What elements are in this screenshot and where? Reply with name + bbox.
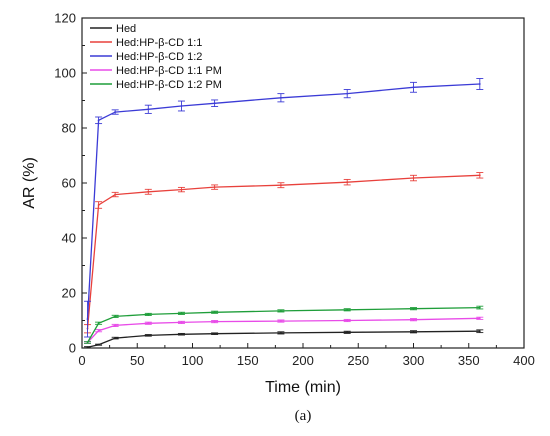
data-point — [280, 320, 282, 322]
data-point — [213, 102, 216, 105]
y-tick-label: 0 — [69, 341, 76, 356]
data-point — [97, 119, 100, 122]
y-tick-label: 80 — [62, 121, 76, 136]
data-point — [86, 346, 89, 349]
legend-label: Hed:HP-β-CD 1:2 — [116, 51, 202, 63]
x-tick-label: 350 — [458, 353, 480, 368]
data-point — [86, 318, 89, 321]
data-point — [97, 329, 100, 332]
data-point — [147, 313, 150, 316]
data-point — [280, 309, 282, 312]
data-point — [97, 204, 100, 206]
data-point — [346, 308, 349, 311]
figure-caption: (a) — [295, 408, 312, 424]
data-point — [180, 312, 183, 315]
data-point — [412, 318, 415, 321]
data-point — [478, 306, 481, 309]
legend-label: Hed:HP-β-CD 1:1 PM — [116, 65, 222, 77]
x-axis-title: Time (min) — [265, 379, 341, 396]
series-1 — [84, 329, 484, 349]
data-point — [478, 83, 481, 85]
data-point — [180, 188, 183, 191]
data-point — [412, 177, 415, 179]
data-point — [147, 322, 150, 325]
x-tick-label: 150 — [237, 353, 259, 368]
series-4 — [84, 316, 484, 344]
series-line — [86, 83, 480, 320]
data-point — [114, 193, 117, 196]
data-point — [114, 315, 117, 318]
series-line — [87, 317, 480, 343]
data-point — [147, 334, 150, 337]
x-tick-label: 0 — [78, 353, 85, 368]
data-point — [180, 321, 183, 324]
legend: Hed Hed:HP-β-CD 1:1 Hed:HP-β-CD 1:2 Hed:HP-… — [90, 23, 222, 91]
series-line — [87, 330, 480, 348]
y-axis: 0 20 40 60 80 100 120 — [54, 11, 87, 356]
x-tick-label: 200 — [292, 353, 314, 368]
data-point — [147, 190, 150, 193]
y-tick-label: 60 — [62, 176, 76, 191]
data-point — [412, 307, 415, 310]
data-point — [86, 341, 89, 344]
x-tick-label: 50 — [130, 353, 144, 368]
series-line — [86, 174, 480, 329]
data-point — [114, 324, 117, 327]
data-point — [280, 331, 282, 334]
series-3 — [84, 78, 484, 338]
y-tick-label: 40 — [62, 231, 76, 246]
data-point — [97, 343, 100, 346]
series-line — [86, 306, 480, 343]
y-tick-label: 20 — [62, 286, 76, 301]
y-tick-label: 120 — [54, 11, 76, 26]
y-axis-title: AR (%) — [21, 157, 38, 209]
legend-label: Hed:HP-β-CD 1:1 — [116, 37, 202, 49]
x-tick-label: 250 — [347, 353, 369, 368]
x-tick-label: 400 — [513, 353, 535, 368]
data-point — [114, 337, 117, 339]
data-point — [213, 311, 216, 314]
data-point — [478, 330, 481, 333]
data-point — [478, 174, 481, 177]
x-axis: 0 50 100 150 200 250 300 350 400 — [78, 343, 535, 368]
x-tick-label: 100 — [182, 353, 204, 368]
legend-label: Hed:HP-β-CD 1:2 PM — [116, 79, 222, 91]
data-point — [114, 111, 117, 113]
legend-label: Hed — [116, 23, 136, 35]
series-layer — [84, 78, 484, 349]
data-point — [147, 108, 150, 111]
data-point — [213, 320, 216, 323]
data-point — [213, 186, 216, 189]
data-point — [412, 86, 415, 89]
data-point — [213, 332, 216, 335]
data-point — [346, 331, 349, 334]
data-point — [346, 181, 349, 184]
data-point — [280, 184, 282, 187]
y-tick-label: 100 — [54, 66, 76, 81]
data-point — [97, 322, 100, 325]
data-point — [412, 330, 415, 333]
data-point — [478, 317, 481, 320]
data-point — [280, 96, 282, 99]
series-5 — [84, 305, 484, 344]
x-tick-label: 300 — [403, 353, 425, 368]
data-point — [180, 105, 183, 107]
series-2 — [84, 172, 484, 334]
data-point — [346, 319, 349, 322]
data-point — [346, 92, 349, 95]
data-point — [180, 333, 183, 336]
